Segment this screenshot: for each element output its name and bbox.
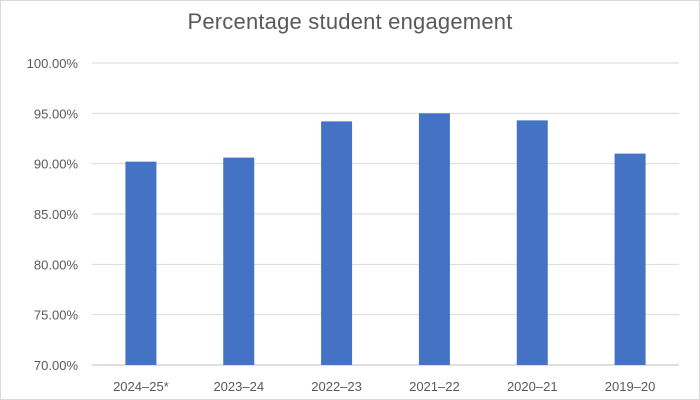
- bar: [223, 157, 255, 365]
- bar: [614, 153, 646, 365]
- y-tick-label: 85.00%: [34, 207, 79, 222]
- y-tick-label: 80.00%: [34, 257, 79, 272]
- chart-title: Percentage student engagement: [187, 9, 513, 34]
- bar: [418, 113, 450, 365]
- x-tick-label: 2020–21: [507, 379, 558, 394]
- bar: [516, 120, 548, 365]
- y-tick-label: 100.00%: [27, 56, 79, 71]
- bar: [321, 121, 353, 366]
- y-tick-label: 90.00%: [34, 157, 79, 172]
- bar: [125, 161, 157, 365]
- x-tick-label: 2023–24: [213, 379, 264, 394]
- x-tick-label: 2024–25*: [113, 379, 169, 394]
- x-tick-label: 2019–20: [605, 379, 656, 394]
- y-tick-label: 75.00%: [34, 308, 79, 323]
- y-tick-label: 70.00%: [34, 358, 79, 373]
- x-tick-label: 2022–23: [311, 379, 362, 394]
- y-tick-label: 95.00%: [34, 106, 79, 121]
- x-tick-label: 2021–22: [409, 379, 460, 394]
